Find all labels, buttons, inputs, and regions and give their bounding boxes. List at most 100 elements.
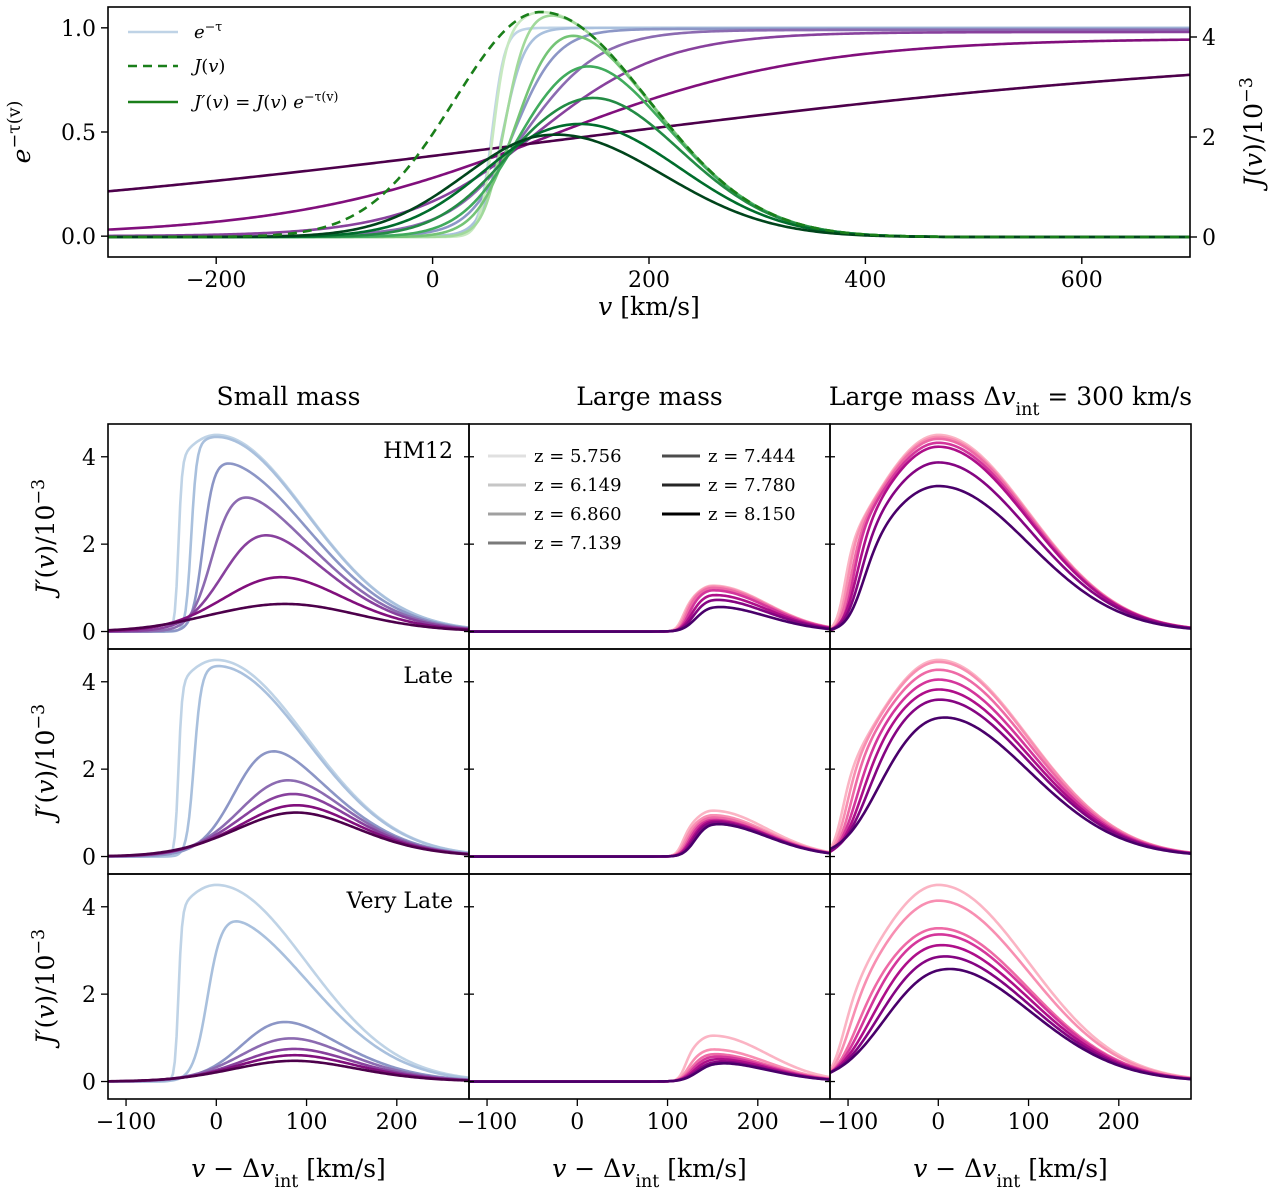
transmission-line-2 (108, 26, 1190, 238)
legend-z-label-3: z = 6.860 (534, 504, 622, 525)
grid-y-tick-label: 0 (82, 846, 96, 871)
transmission-line-3 (108, 27, 1190, 238)
line-r2-c1-z2 (469, 1048, 830, 1083)
panel-frame (829, 873, 1192, 1100)
grid-y-tick-label: 4 (82, 896, 96, 921)
line-r0-c2-z5 (830, 445, 1191, 631)
line-r0-c2-z4 (830, 441, 1191, 632)
grid-y-axis-label-2: J′(v)/10−3 (29, 929, 60, 1049)
transmission-line-5 (108, 30, 1190, 238)
transmission-line-6 (108, 38, 1190, 231)
top-right-y-axis-label: J(v)/10−3 (1237, 77, 1268, 192)
row-label-1: Late (403, 664, 453, 689)
grid-x-tick-label: 0 (209, 1110, 223, 1135)
legend-z-label-1: z = 5.756 (534, 446, 622, 467)
line-r0-c1-z6 (469, 598, 830, 633)
top-x-tick-label: 0 (426, 268, 440, 293)
top-x-tick-label: 200 (628, 268, 670, 293)
line-r2-c1-z7 (469, 1062, 830, 1083)
line-r2-c1-z1 (469, 1034, 830, 1083)
column-title-small-mass: Small mass (217, 382, 361, 411)
top-right-y-tick-label: 4 (1202, 26, 1216, 51)
line-r0-c2-z6 (830, 461, 1191, 631)
top-y-tick-label: 0.5 (61, 121, 96, 146)
legend-j-label: J(v) (190, 56, 225, 77)
panel-r2-c0-curves (108, 883, 469, 1083)
line-r2-c0-z3 (108, 1020, 469, 1083)
grid-x-tick-label: −100 (457, 1110, 517, 1135)
panel-r1-c1-curves (469, 809, 830, 858)
grid-x-tick-label: 200 (376, 1110, 418, 1135)
grid-x-axis-label-0: v − Δvint [km/s] (191, 1154, 386, 1188)
top-plot-frame (107, 6, 1191, 258)
grid-x-tick-label: −100 (96, 1110, 156, 1135)
line-r1-c2-z3 (830, 668, 1191, 855)
line-r2-c0-z7 (108, 1059, 469, 1083)
grid-y-tick-label: 0 (82, 621, 96, 646)
panel-r0-c2-curves (830, 433, 1191, 632)
grid-y-tick-label: 2 (82, 533, 96, 558)
line-r0-c2-z1 (830, 433, 1191, 630)
line-r0-c1-z7 (469, 605, 830, 633)
legend-jprime-label: J′(v) = J(v) e−τ(v) (190, 89, 338, 114)
grid-x-axis-label-1: v − Δvint [km/s] (552, 1154, 747, 1188)
top-x-tick-label: 400 (844, 268, 886, 293)
top-x-tick-label: 600 (1061, 268, 1103, 293)
line-r2-c0-z2 (108, 920, 469, 1083)
grid-x-axis-label-2: v − Δvint [km/s] (913, 1154, 1108, 1188)
grid-x-tick-label: 200 (737, 1110, 779, 1135)
line-r0-c2-z2 (830, 435, 1191, 632)
grid-x-tick-label: 100 (647, 1110, 689, 1135)
row-label-2: Very Late (346, 889, 453, 914)
line-r0-c0-z7 (108, 602, 469, 632)
grid-x-tick-label: −100 (818, 1110, 878, 1135)
legend-z-label-5: z = 7.444 (708, 446, 796, 467)
panel-r2-c2-curves (830, 883, 1191, 1081)
line-r0-c0-z5 (108, 533, 469, 633)
top-x-axis-label: v [km/s] (598, 292, 700, 321)
top-left-y-label-group: e−τ(v) (5, 101, 36, 164)
transmitted-line-3 (108, 34, 1190, 239)
line-r0-c2-z7 (830, 484, 1191, 632)
column-title-large-mass-dvint: Large mass Δvint = 300 km/s (829, 382, 1192, 420)
top-right-y-label-group: J(v)/10−3 (1237, 77, 1268, 192)
grid-x-tick-label: 0 (570, 1110, 584, 1135)
top-panel-curves (108, 10, 1190, 239)
column-title-large-mass: Large mass (576, 382, 722, 411)
line-r2-c2-z7 (830, 967, 1191, 1081)
line-r2-c2-z1 (830, 883, 1191, 1079)
grid-y-label-group: J′(v)/10−3 (29, 479, 60, 599)
row-label-0: HM12 (383, 439, 453, 464)
line-r1-c0-z7 (108, 811, 469, 858)
legend-z-label-2: z = 6.149 (534, 475, 622, 496)
grid-y-tick-label: 4 (82, 446, 96, 471)
legend-z-label-6: z = 7.780 (708, 475, 796, 496)
top-left-y-axis-label: e−τ(v) (5, 101, 36, 164)
line-r0-c1-z4 (469, 589, 830, 633)
line-r0-c2-z3 (830, 437, 1191, 631)
intrinsic-j-line (108, 10, 1190, 239)
line-r1-c0-z2 (108, 664, 469, 858)
grid-y-axis-label-1: J′(v)/10−3 (29, 704, 60, 824)
legend-z-label-7: z = 8.150 (708, 504, 796, 525)
line-r0-c0-z1 (108, 433, 469, 633)
panel-r1-c2-curves (830, 658, 1191, 856)
top-right-y-tick-label: 0 (1202, 226, 1216, 251)
line-r1-c2-z4 (830, 678, 1191, 855)
grid-y-label-group: J′(v)/10−3 (29, 929, 60, 1049)
line-r1-c2-z7 (830, 716, 1191, 856)
line-r0-c0-z3 (108, 462, 469, 633)
line-r1-c2-z6 (830, 698, 1191, 855)
grid-x-tick-label: 100 (1008, 1110, 1050, 1135)
transmission-line-7 (108, 73, 1190, 193)
grid-x-tick-label: 0 (931, 1110, 945, 1135)
panel-r0-c1-curves (469, 584, 830, 633)
line-r0-c1-z5 (469, 593, 830, 633)
grid-y-tick-label: 2 (82, 758, 96, 783)
legend-z-label-4: z = 7.139 (534, 533, 622, 554)
line-r1-c1-z1 (469, 809, 830, 858)
panel-r1-c0-curves (108, 658, 469, 858)
line-r0-c0-z2 (108, 435, 469, 633)
